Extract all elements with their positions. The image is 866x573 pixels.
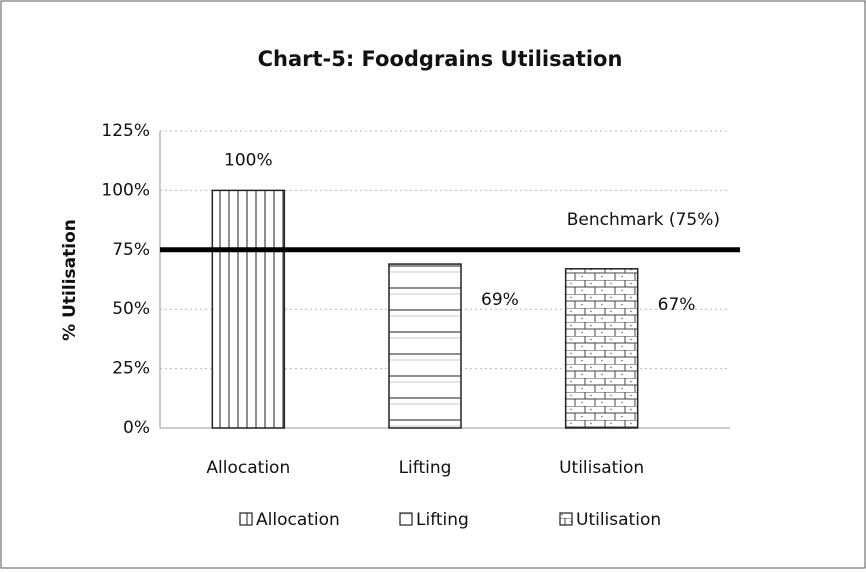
x-tick-label: Lifting	[399, 458, 452, 478]
y-tick-label: 50%	[112, 299, 150, 319]
legend-swatch	[559, 512, 573, 526]
value-label: 69%	[481, 290, 519, 310]
legend-label: Allocation	[256, 510, 340, 530]
y-tick-label: 0%	[123, 418, 150, 438]
value-label: 67%	[658, 295, 696, 315]
y-tick-label: 100%	[101, 180, 150, 200]
legend-label: Lifting	[416, 510, 469, 530]
x-tick-label: Utilisation	[559, 458, 644, 478]
bar	[388, 263, 462, 429]
chart-title: Chart-5: Foodgrains Utilisation	[258, 47, 623, 71]
legend-label: Utilisation	[576, 510, 661, 530]
bar	[564, 268, 639, 429]
value-label: 100%	[224, 150, 273, 170]
legend-swatch	[399, 512, 413, 526]
x-tick-label: Allocation	[206, 458, 290, 478]
benchmark-label: Benchmark (75%)	[567, 210, 720, 230]
legend-swatch	[239, 512, 253, 526]
y-axis-label: % Utilisation	[60, 219, 80, 341]
bar	[211, 189, 286, 429]
y-tick-label: 75%	[112, 240, 150, 260]
y-tick-label: 125%	[101, 121, 150, 141]
y-tick-label: 25%	[112, 359, 150, 379]
